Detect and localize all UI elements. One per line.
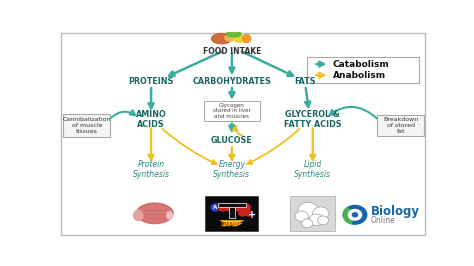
FancyBboxPatch shape (307, 57, 419, 83)
Ellipse shape (225, 35, 235, 41)
Ellipse shape (134, 210, 143, 221)
Circle shape (219, 204, 227, 211)
Text: Breakdown
of stored
fat: Breakdown of stored fat (383, 117, 419, 134)
Ellipse shape (211, 34, 232, 44)
FancyBboxPatch shape (61, 33, 425, 235)
Text: Catabolism: Catabolism (333, 60, 390, 69)
Ellipse shape (227, 31, 241, 37)
Ellipse shape (167, 212, 172, 219)
Text: CARBOHYDRATES: CARBOHYDRATES (192, 77, 271, 86)
Circle shape (241, 204, 250, 211)
Text: AMINO
ACIDS: AMINO ACIDS (136, 110, 166, 129)
Circle shape (234, 204, 243, 211)
Text: GLYCEROL &
FATTY ACIDS: GLYCEROL & FATTY ACIDS (284, 110, 342, 129)
Text: Glycogen
stored in liver
and muscles: Glycogen stored in liver and muscles (213, 103, 251, 119)
Text: GLUCOSE: GLUCOSE (211, 136, 253, 145)
Text: A: A (213, 205, 218, 210)
Text: +: + (248, 210, 256, 220)
Circle shape (239, 211, 246, 216)
Polygon shape (220, 220, 244, 226)
FancyBboxPatch shape (128, 196, 174, 231)
Text: FATS: FATS (294, 77, 316, 86)
Text: Online: Online (370, 215, 395, 225)
FancyBboxPatch shape (218, 203, 246, 207)
Text: Energy
Synthesis: Energy Synthesis (213, 160, 250, 179)
Ellipse shape (243, 35, 251, 43)
Text: Protein
Synthesis: Protein Synthesis (133, 160, 170, 179)
Text: Biology: Biology (370, 205, 419, 218)
Circle shape (318, 216, 328, 225)
Ellipse shape (234, 35, 245, 42)
Text: ENERGY!: ENERGY! (221, 222, 243, 226)
Circle shape (313, 207, 329, 220)
Circle shape (211, 204, 220, 211)
FancyBboxPatch shape (204, 101, 260, 122)
Text: Lipid
Synthesis: Lipid Synthesis (294, 160, 331, 179)
Circle shape (352, 213, 357, 217)
Circle shape (245, 211, 252, 216)
Text: PROTEINS: PROTEINS (128, 77, 174, 86)
Ellipse shape (137, 203, 173, 223)
Wedge shape (343, 208, 355, 224)
Text: Cannibalization
of muscle
tissues: Cannibalization of muscle tissues (63, 117, 111, 134)
Circle shape (298, 202, 319, 219)
FancyBboxPatch shape (377, 115, 424, 136)
FancyBboxPatch shape (205, 196, 258, 231)
Circle shape (226, 204, 235, 211)
Circle shape (302, 219, 313, 228)
Text: FOOD INTAKE: FOOD INTAKE (203, 47, 261, 56)
Circle shape (295, 211, 308, 222)
Text: Anabolism: Anabolism (333, 71, 386, 80)
FancyBboxPatch shape (64, 114, 110, 137)
Circle shape (309, 214, 324, 226)
FancyBboxPatch shape (229, 204, 235, 218)
FancyBboxPatch shape (290, 196, 336, 231)
Circle shape (348, 210, 362, 220)
Circle shape (343, 205, 367, 224)
